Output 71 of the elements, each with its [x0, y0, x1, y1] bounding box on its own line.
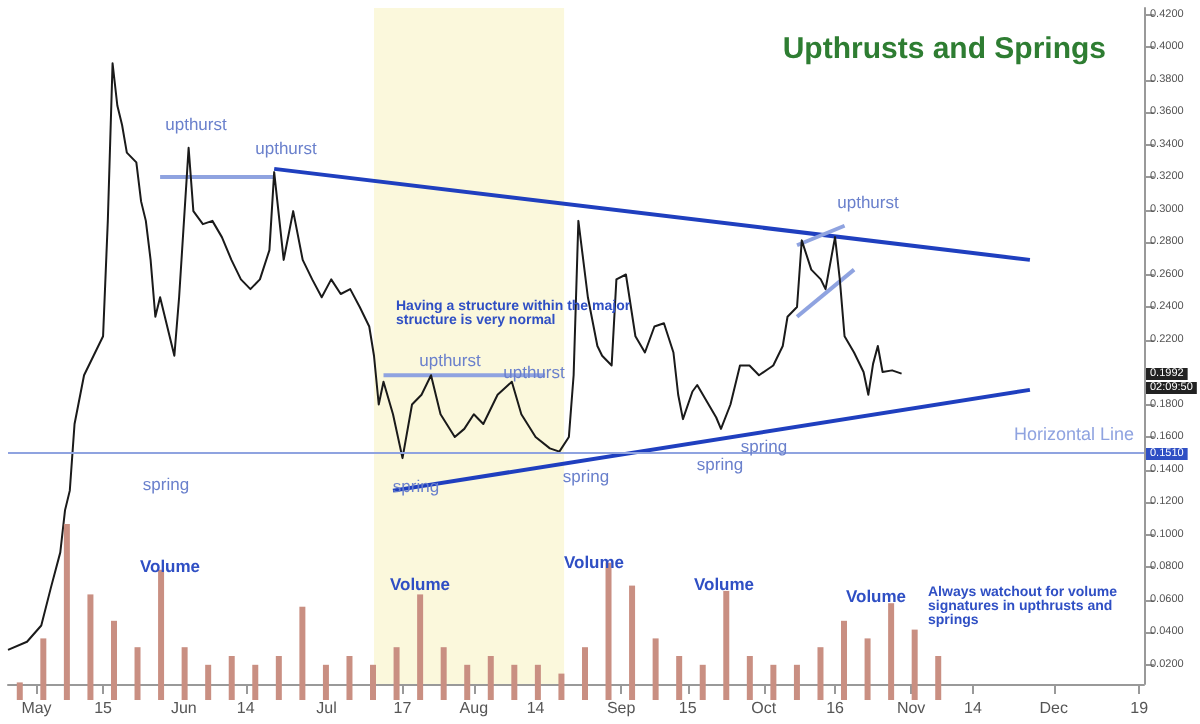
bar	[299, 606, 306, 700]
annotation: upthurst	[419, 350, 482, 370]
line-series	[7, 62, 903, 651]
bar	[534, 664, 541, 700]
x-tick-label: Jul	[316, 699, 338, 717]
ref-line-label: Horizontal Line	[1013, 424, 1134, 445]
bar	[841, 620, 848, 700]
bar	[723, 590, 730, 700]
bar	[652, 638, 659, 700]
x-tick-label: Oct	[751, 699, 778, 717]
bar	[676, 656, 683, 700]
bar	[911, 629, 918, 700]
bar	[16, 682, 23, 700]
annotation: Volume	[139, 556, 201, 576]
text: Upthrusts and Springs	[782, 32, 1107, 66]
annotation: Volume	[389, 574, 451, 594]
bar	[581, 647, 588, 700]
annotation: upthurst	[165, 114, 228, 134]
x-tick-label: Dec	[1039, 699, 1068, 717]
x-tick-label: 14	[526, 699, 546, 717]
annotation: spring	[142, 474, 190, 494]
bar	[699, 664, 706, 700]
bar	[228, 656, 235, 700]
bar	[252, 664, 259, 700]
bar	[817, 647, 824, 700]
bar	[793, 664, 800, 700]
bar	[440, 647, 447, 700]
bar	[40, 638, 47, 700]
bar	[275, 656, 282, 700]
bar	[935, 656, 942, 700]
bar	[158, 569, 165, 700]
annotation: Volume	[693, 574, 755, 594]
annotation: upthurst	[837, 192, 900, 212]
annotation: Volume	[845, 586, 907, 606]
bar	[181, 647, 188, 700]
bar	[417, 594, 424, 700]
bar	[487, 656, 494, 700]
x-tick-label: 17	[393, 699, 413, 717]
x-tick-label: Jun	[170, 699, 197, 717]
bar	[511, 664, 518, 700]
annotation: spring	[562, 466, 610, 486]
bar	[205, 664, 212, 700]
x-tick-label: Sep	[606, 699, 637, 717]
bar	[346, 656, 353, 700]
annotation: upthurst	[255, 138, 318, 158]
bar	[770, 664, 777, 700]
bar	[370, 664, 377, 700]
bar	[322, 664, 329, 700]
annotation: spring	[740, 436, 788, 456]
bar	[864, 638, 871, 700]
bar	[87, 594, 94, 700]
bar	[629, 585, 636, 700]
x-tick-label: 14	[963, 699, 983, 717]
x-tick-label: 19	[1130, 699, 1150, 717]
bar	[464, 664, 471, 700]
annotation: spring	[696, 454, 744, 474]
x-tick-label: Aug	[459, 699, 489, 717]
bar	[63, 524, 70, 700]
bar	[134, 647, 141, 700]
x-tick-label: 16	[826, 699, 846, 717]
bar	[888, 603, 895, 700]
bar	[393, 647, 400, 700]
x-tick-label: 15	[678, 699, 698, 717]
bar	[746, 656, 753, 700]
bar	[558, 673, 565, 700]
bar	[110, 620, 117, 700]
x-tick-label: 14	[236, 699, 256, 717]
x-tick-label: Nov	[896, 699, 926, 717]
x-tick-label: May	[21, 699, 52, 717]
annotation: Volume	[563, 552, 625, 572]
x-tick-label: 15	[94, 699, 114, 717]
